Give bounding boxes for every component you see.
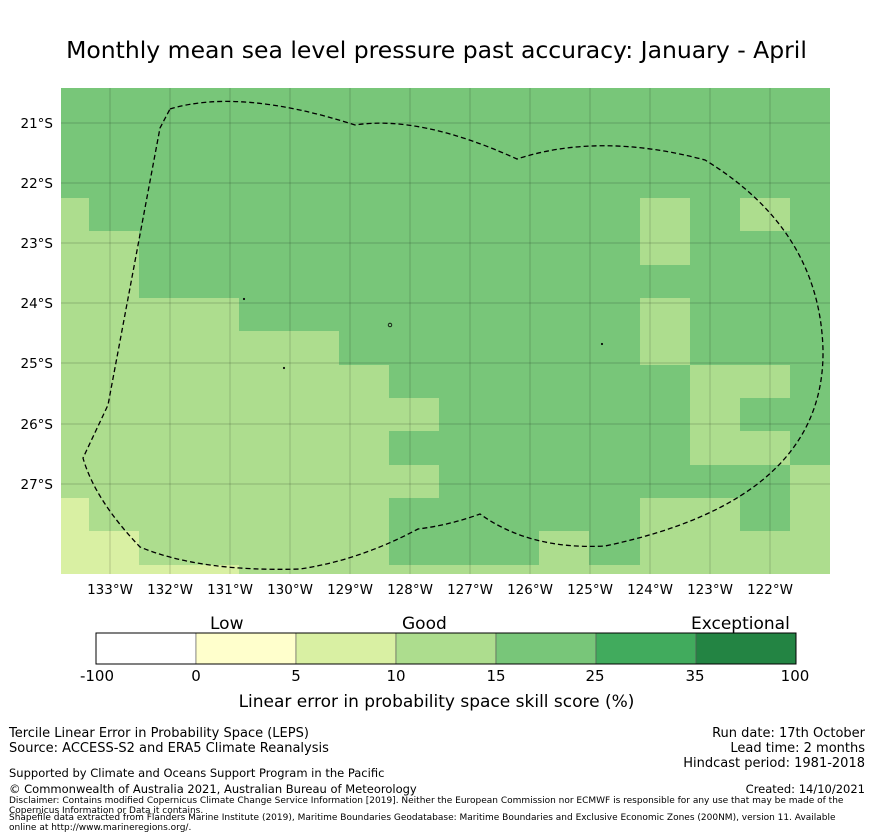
lon-label: 124°W: [627, 582, 673, 598]
map-region-high: [89, 198, 830, 231]
colorbar-axis-label: Linear error in probability space skill …: [238, 692, 635, 712]
map-region-low: [61, 498, 89, 574]
map-region-high: [589, 531, 640, 565]
colorbar-tick-label: 0: [191, 667, 201, 685]
map-region-high: [139, 231, 830, 298]
lon-label: 125°W: [567, 582, 613, 598]
shapefile-line-2: online at http://www.marineregions.org/.: [9, 823, 192, 833]
map-region-high: [389, 365, 690, 398]
colorbar-exceptional-label: Exceptional: [691, 614, 790, 634]
lat-tick-labels: 21°S 22°S 23°S 24°S 25°S 26°S 27°S: [21, 116, 54, 493]
colorbar-tick-label: 5: [291, 667, 301, 685]
colorbar-segment: [495, 632, 597, 665]
map-region-low: [139, 565, 239, 574]
lat-label: 21°S: [21, 116, 54, 132]
lat-label: 25°S: [21, 356, 54, 372]
lon-tick-labels: 133°W 132°W 131°W 130°W 129°W 128°W 127°…: [87, 582, 793, 598]
disclaimer-line-1: Disclaimer: Contains modified Copernicus…: [9, 796, 844, 806]
map-region-good: [640, 298, 690, 365]
map-region-high: [61, 88, 830, 198]
colorbar-segment: [195, 632, 297, 665]
skill-map: 21°S 22°S 23°S 24°S 25°S 26°S 27°S 133°W…: [21, 88, 830, 598]
hindcast-period: Hindcast period: 1981-2018: [683, 756, 865, 771]
colorbar-tick-label: -100: [79, 667, 115, 685]
eez-boundary: [82, 100, 824, 570]
copyright-label: © Commonwealth of Australia 2021, Austra…: [9, 782, 417, 796]
lat-label: 27°S: [21, 477, 54, 493]
colorbar-segment: [595, 632, 697, 665]
lon-label: 129°W: [327, 582, 373, 598]
support-label: Supported by Climate and Oceans Support …: [9, 766, 385, 780]
colorbar-border: [95, 632, 797, 665]
lon-label: 122°W: [747, 582, 793, 598]
islands: [242, 297, 604, 370]
lat-label: 22°S: [21, 176, 54, 192]
shapefile-line-1: Shapefile data extracted from Flanders M…: [9, 813, 836, 823]
map-gridlines: [61, 88, 830, 574]
map-region-high: [389, 498, 640, 531]
map-region-good: [690, 365, 790, 398]
product-label: Tercile Linear Error in Probability Spac…: [9, 726, 309, 741]
lon-label: 126°W: [507, 582, 553, 598]
chart-title: Monthly mean sea level pressure past acc…: [66, 36, 807, 64]
colorbar-segment: [695, 632, 797, 665]
map-region-high: [389, 531, 539, 565]
map-region-low: [89, 531, 139, 574]
colorbar-tick-label: 35: [685, 667, 705, 685]
colorbar-tick-label: 10: [386, 667, 406, 685]
map-region-high: [439, 465, 790, 498]
map-region-high: [239, 298, 830, 331]
colorbar-segment: [395, 632, 497, 665]
colorbar-good-label: Good: [402, 614, 447, 634]
colorbar-segment: [295, 632, 397, 665]
disclaimer-line-2: Copernicus Information or Data it contai…: [9, 806, 204, 816]
lat-label: 24°S: [21, 296, 54, 312]
lon-label: 127°W: [447, 582, 493, 598]
map-region-good: [690, 398, 740, 465]
map-region-high: [389, 431, 439, 465]
lat-label: 26°S: [21, 417, 54, 433]
lon-label: 128°W: [387, 582, 433, 598]
colorbar-segment: [95, 632, 197, 665]
lon-label: 132°W: [147, 582, 193, 598]
map-region-high: [740, 498, 790, 531]
lon-label: 131°W: [207, 582, 253, 598]
lead-time: Lead time: 2 months: [730, 741, 865, 756]
colorbar-low-label: Low: [210, 614, 244, 634]
map-region-good: [740, 198, 790, 231]
map-region-high: [339, 331, 830, 365]
map-region-good: [640, 198, 690, 265]
lat-label: 23°S: [21, 236, 54, 252]
map-region-high: [439, 398, 690, 465]
colorbar-tick-label: 15: [486, 667, 506, 685]
source-label: Source: ACCESS-S2 and ERA5 Climate Reana…: [9, 741, 329, 756]
lon-label: 133°W: [87, 582, 133, 598]
colorbar: [95, 632, 797, 665]
lon-label: 130°W: [267, 582, 313, 598]
lon-label: 123°W: [687, 582, 733, 598]
created-date: Created: 14/10/2021: [745, 782, 865, 796]
map-grid-cells: [61, 88, 830, 574]
colorbar-tick-label: 25: [585, 667, 605, 685]
run-date: Run date: 17th October: [712, 726, 865, 741]
map-region-high: [790, 365, 830, 465]
colorbar-tick-label: 100: [780, 667, 810, 685]
map-region-high: [740, 398, 790, 431]
